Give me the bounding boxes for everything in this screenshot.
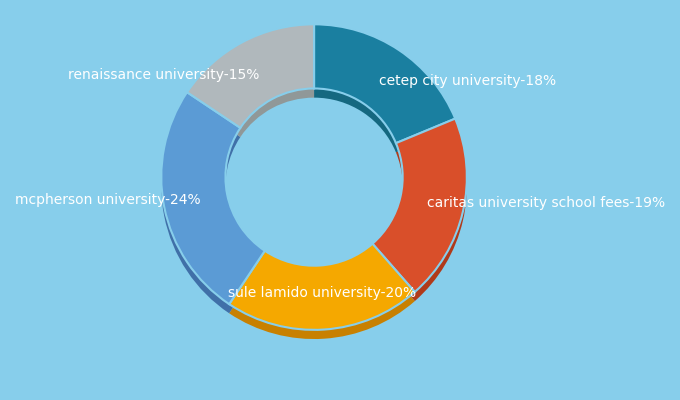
Wedge shape	[229, 253, 415, 339]
Wedge shape	[187, 34, 314, 137]
Text: caritas university school fees-19%: caritas university school fees-19%	[427, 196, 665, 210]
Wedge shape	[161, 92, 265, 304]
Wedge shape	[161, 101, 265, 313]
Wedge shape	[187, 24, 314, 128]
Text: sule lamido university-20%: sule lamido university-20%	[228, 286, 415, 300]
Wedge shape	[373, 119, 467, 292]
Wedge shape	[314, 24, 455, 143]
Wedge shape	[229, 244, 415, 330]
Wedge shape	[314, 34, 455, 152]
Text: mcpherson university-24%: mcpherson university-24%	[14, 193, 200, 207]
Text: renaissance university-15%: renaissance university-15%	[68, 68, 259, 82]
Text: cetep city university-18%: cetep city university-18%	[379, 74, 556, 88]
Wedge shape	[373, 128, 467, 301]
